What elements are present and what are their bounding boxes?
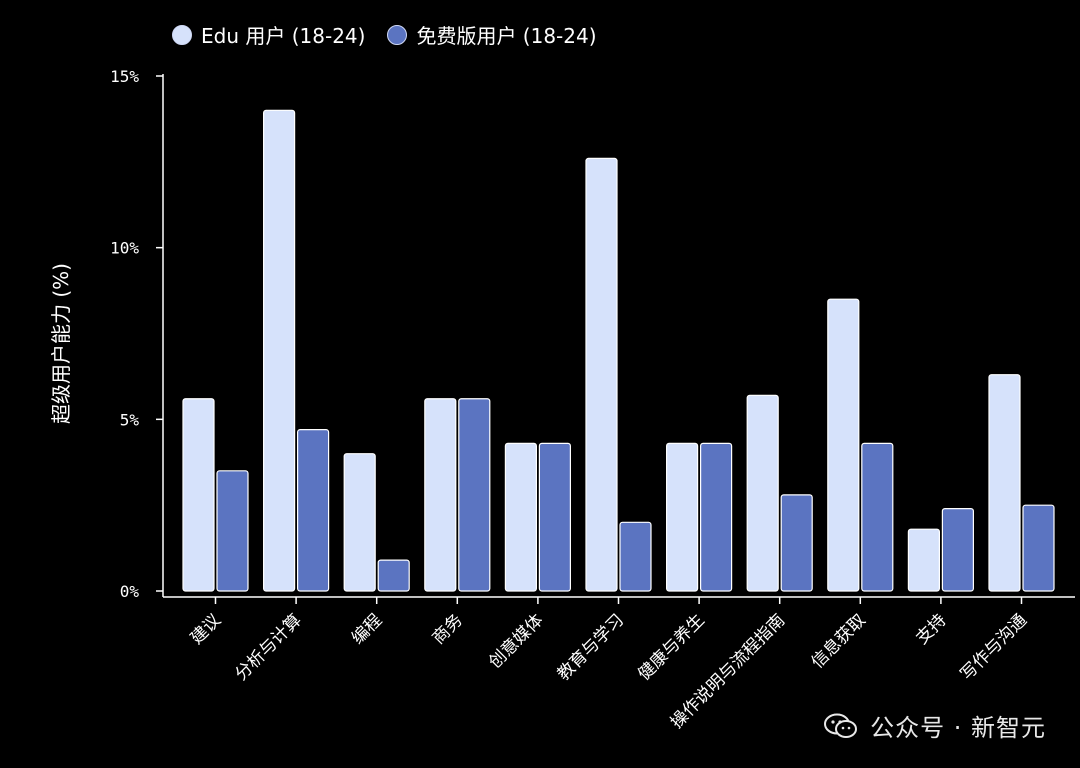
bar-free (458, 398, 491, 592)
y-axis-label: 超级用户能力 (%) (49, 263, 73, 424)
bar-free (216, 470, 249, 592)
legend: Edu 用户 (18-24) 免费版用户 (18-24) (172, 20, 619, 49)
x-tick-label: 信息获取 (808, 610, 870, 672)
bar-free (538, 442, 572, 592)
x-tick-label: 分析与计算 (231, 610, 305, 684)
legend-label-free: 免费版用户 (18-24) (416, 24, 597, 48)
legend-item-edu: Edu 用户 (18-24) (172, 20, 365, 49)
y-tick-label: 0% (120, 582, 140, 601)
bar-edu (585, 157, 618, 592)
watermark-text: 公众号 · 新智元 (870, 714, 1046, 742)
bar-edu (182, 398, 215, 592)
y-tick-label: 10% (110, 239, 139, 258)
bar-edu (343, 453, 376, 592)
bar-free (1022, 504, 1055, 592)
bar-edu (665, 442, 699, 592)
x-tick-label: 教育与学习 (554, 610, 628, 684)
y-tick-label: 15% (110, 67, 139, 86)
legend-swatch-edu (172, 24, 192, 45)
bar-edu (424, 398, 457, 592)
bar-free (297, 429, 330, 592)
bar-free (377, 559, 410, 592)
x-tick-label: 编程 (348, 610, 386, 648)
x-tick-label: 健康与养生 (634, 610, 708, 684)
legend-label-edu: Edu 用户 (18-24) (201, 24, 366, 48)
x-tick-label: 建议 (187, 610, 225, 648)
bar-edu (504, 442, 537, 592)
x-tick-label: 支持 (912, 610, 950, 648)
bar-free (861, 442, 894, 592)
bar-edu (746, 394, 779, 592)
bar-free (780, 494, 813, 592)
y-tick-label: 5% (120, 410, 140, 429)
bar-free (619, 521, 652, 592)
bar-free (699, 442, 733, 592)
bar-edu (907, 528, 941, 592)
legend-item-free: 免费版用户 (18-24) (387, 20, 597, 49)
wechat-icon (824, 713, 858, 738)
x-tick-label: 商务 (429, 610, 467, 648)
x-tick-label: 写作与沟通 (957, 610, 1031, 684)
bar-edu (827, 298, 860, 592)
legend-swatch-free (387, 24, 408, 45)
bar-edu (263, 109, 296, 592)
bar-free (941, 508, 975, 592)
bar-edu (988, 374, 1021, 592)
watermark: 公众号 · 新智元 (824, 708, 1046, 743)
x-tick-label: 创意媒体 (485, 610, 547, 672)
